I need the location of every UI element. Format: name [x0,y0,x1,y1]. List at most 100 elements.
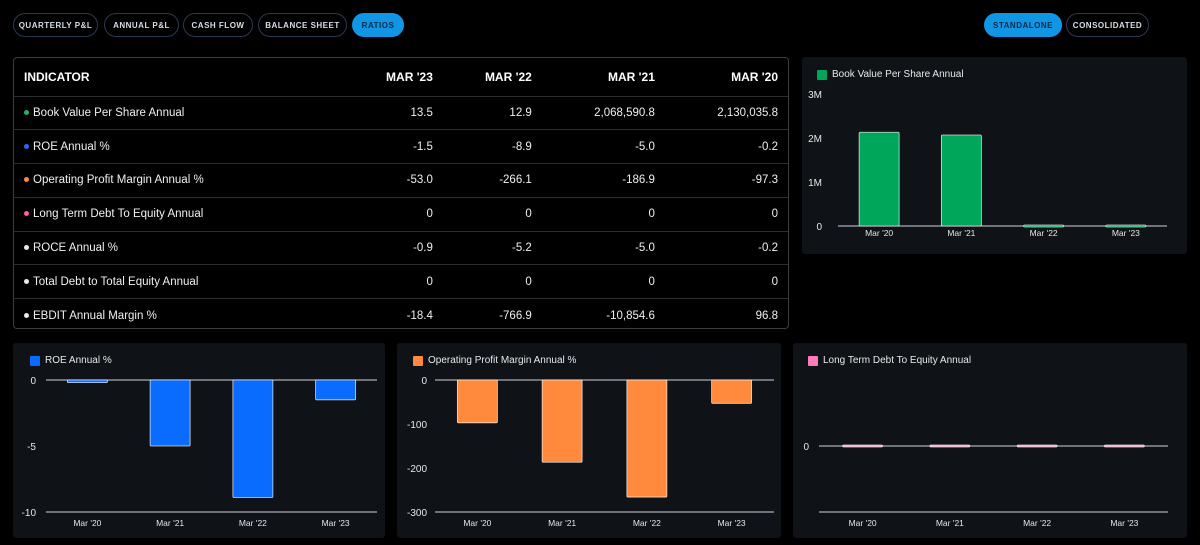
value-cell: 2,130,035.8 [664,95,788,130]
indicator-label: Operating Profit Margin Annual % [33,174,204,187]
tab-quarterly-pl[interactable]: QUARTERLY P&L [13,13,98,37]
x-tick-label: Mar '20 [73,518,101,528]
chart-bar[interactable] [711,379,753,404]
value-cell: -766.9 [442,298,542,328]
tab-label: QUARTERLY P&L [18,20,93,30]
chart-bar[interactable] [1016,444,1058,448]
indicator-label: ROCE Annual % [33,242,119,255]
chart-bar[interactable] [149,379,191,447]
chart-bar[interactable] [66,379,108,384]
chart-legend: Long Term Debt To Equity Annual [808,355,971,366]
y-tick-label: 1M [808,178,822,189]
legend-swatch [30,355,40,366]
indicator-cell: Total Debt to Total Equity Annual [14,264,344,299]
tab-label: CASH FLOW [191,20,245,30]
header-mar-20: MAR '20 [731,69,778,84]
chart-bar[interactable] [929,444,971,448]
value-cell: -10,854.6 [541,298,665,328]
x-tick-label: Mar '20 [463,518,491,528]
indicator-dot-icon [24,312,29,318]
table-row: Book Value Per Share Annual 13.5 12.9 2,068… [14,95,788,130]
chart-bar[interactable] [232,379,274,498]
value-cell: -186.9 [541,163,665,198]
y-tick-label: 0 [816,222,822,233]
table-row: ROE Annual % -1.5 -8.9 -5.0 -0.2 [14,129,788,164]
indicator-dot-icon [24,109,29,115]
operating-margin-chart: 0 -100 -200 -300 Mar '20 Mar '21 Mar '22 Mar '2… [407,376,774,528]
x-tick-label: Mar '22 [633,518,661,528]
x-tick-label: Mar '20 [849,518,877,528]
value-cell: -1.5 [344,129,443,164]
value-cell: -266.1 [442,163,542,198]
header-mar-22: MAR '22 [484,69,532,84]
indicator-cell: Operating Profit Margin Annual % [14,163,344,198]
legend-swatch [817,69,827,80]
lt-debt-chart-panel: Long Term Debt To Equity Annual 0 Mar '20… [793,343,1187,538]
value-cell: -5.0 [541,230,665,265]
indicator-cell: EBDIT Annual Margin % [14,298,344,328]
chart-legend: Book Value Per Share Annual [817,69,964,80]
indicator-dot-icon [24,245,29,251]
value-cell: -5.0 [541,129,665,164]
y-tick-label: 0 [803,442,809,453]
tab-ratios[interactable]: RATIOS [352,13,404,37]
roe-chart-panel: ROE Annual % 0 -5 -10 Mar '20 Mar '21 Mar '22… [13,343,385,538]
indicator-dot-icon [24,278,29,284]
table-row: Operating Profit Margin Annual % -53.0 -26… [14,163,788,198]
legend-swatch [808,355,818,366]
consolidated-toggle[interactable]: CONSOLIDATED [1066,13,1149,37]
chart-bar[interactable] [456,379,498,424]
indicator-cell: ROCE Annual % [14,230,344,265]
indicator-cell: Long Term Debt To Equity Annual [14,196,344,232]
x-tick-label: Mar '23 [322,518,350,528]
x-tick-label: Mar '21 [947,228,975,238]
indicator-label: EBDIT Annual Margin % [33,309,157,322]
y-tick-label: 0 [421,376,427,387]
value-cell: 13.5 [344,95,443,130]
value-cell: -0.9 [344,230,443,265]
tab-annual-pl[interactable]: ANNUAL P&L [104,13,179,37]
chart-bar[interactable] [1105,224,1147,228]
value-cell: 0 [344,196,443,232]
value-cell: 0 [664,196,788,232]
chart-bar[interactable] [940,134,982,227]
book-value-chart: 0 1M 2M 3M Mar '20 Mar '21 Mar '22 Mar '23 [808,90,1167,238]
indicator-cell: Book Value Per Share Annual [14,95,344,130]
table-header-row: INDICATOR MAR '23 MAR '22 MAR '21 MAR '2… [14,58,788,96]
operating-margin-chart-panel: Operating Profit Margin Annual % 0 -100 -2… [397,343,781,538]
toggle-label: STANDALONE [993,20,1053,30]
x-tick-label: Mar '23 [718,518,746,528]
header-mar-23: MAR '23 [386,69,433,84]
chart-bar[interactable] [1103,444,1145,448]
indicator-cell: ROE Annual % [14,129,344,164]
value-cell: -8.9 [442,129,542,164]
value-cell: -97.3 [664,163,788,198]
value-cell: -53.0 [344,163,443,198]
value-cell: 96.8 [664,298,788,328]
tab-balance-sheet[interactable]: BALANCE SHEET [258,13,347,37]
x-tick-label: Mar '21 [936,518,964,528]
chart-bar[interactable] [315,379,357,401]
chart-bar[interactable] [541,379,583,463]
value-cell: 2,068,590.8 [541,95,665,130]
indicator-label: Book Value Per Share Annual [33,106,185,119]
tab-cash-flow[interactable]: CASH FLOW [183,13,253,37]
legend-swatch [413,355,423,366]
header-mar-21: MAR '21 [608,69,655,84]
chart-bar[interactable] [626,379,668,498]
indicator-label: Long Term Debt To Equity Annual [33,208,204,221]
chart-bar[interactable] [1023,224,1065,228]
legend-label: ROE Annual % [45,355,112,366]
indicator-dot-icon [24,143,29,149]
legend-label: Long Term Debt To Equity Annual [823,355,972,366]
value-cell: -0.2 [664,129,788,164]
tab-label: BALANCE SHEET [265,20,340,30]
x-tick-label: Mar '22 [1030,228,1058,238]
chart-bar[interactable] [842,444,884,448]
value-cell: 0 [664,264,788,299]
y-tick-label: 3M [808,90,822,101]
chart-bar[interactable] [858,131,900,227]
indicator-dot-icon [24,177,29,183]
table-row: EBDIT Annual Margin % -18.4 -766.9 -10,854.… [14,298,788,328]
standalone-toggle[interactable]: STANDALONE [984,13,1062,37]
